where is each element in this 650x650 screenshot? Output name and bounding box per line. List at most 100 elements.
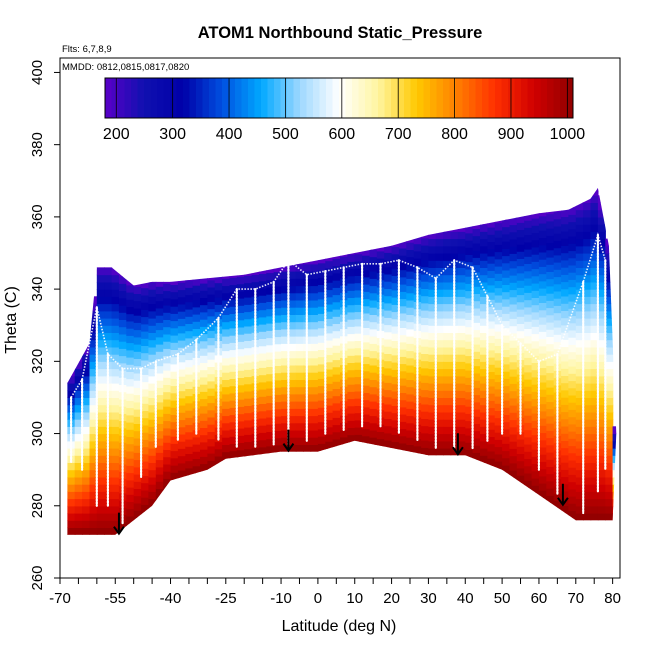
- axes: -70 -55 -40 -25 -10 0 10 20 30 40 50 60 70 8026028030…: [29, 57, 621, 607]
- pressure-cell: [384, 447, 393, 456]
- pressure-cell: [111, 339, 120, 348]
- pressure-cell: [516, 460, 525, 469]
- pressure-cell: [104, 318, 113, 326]
- pressure-cell: [384, 338, 393, 347]
- pressure-cell: [597, 513, 606, 521]
- pressure-cell: [90, 535, 98, 543]
- pressure-cell: [170, 270, 179, 278]
- pressure-cell: [111, 361, 120, 370]
- pressure-cell: [369, 307, 378, 315]
- pressure-cell: [141, 396, 150, 404]
- pressure-cell: [509, 311, 518, 319]
- pressure-cell: [568, 488, 577, 497]
- pressure-cell: [480, 462, 488, 471]
- pressure-cell: [597, 310, 606, 319]
- pressure-cell: [155, 380, 164, 388]
- pressure-cell: [597, 253, 606, 261]
- pressure-cell: [538, 309, 547, 318]
- pressure-cell: [472, 358, 481, 367]
- pressure-cell: [207, 416, 216, 425]
- pressure-cell: [406, 256, 415, 265]
- pressure-cell: [273, 423, 282, 431]
- pressure-cell: [310, 393, 319, 402]
- pressure-cell: [310, 401, 319, 409]
- pressure-cell: [317, 349, 326, 358]
- pressure-cell: [398, 276, 407, 285]
- pressure-cell: [384, 310, 393, 318]
- pressure-cell: [546, 285, 555, 294]
- pressure-cell: [465, 456, 474, 465]
- pressure-cell: [443, 245, 452, 254]
- pressure-cell: [354, 354, 363, 363]
- pressure-cell: [391, 239, 400, 248]
- pressure-cell: [516, 467, 525, 476]
- pressure-cell: [170, 421, 179, 430]
- pressure-cell: [141, 417, 150, 426]
- pressure-cell: [457, 346, 466, 355]
- pressure-cell: [155, 437, 164, 446]
- pressure-cell: [612, 426, 617, 435]
- pressure-cell: [384, 425, 393, 434]
- pressure-cell: [369, 242, 378, 250]
- pressure-cell: [538, 454, 547, 462]
- pressure-cell: [148, 274, 157, 283]
- pressure-cell: [487, 292, 496, 300]
- pressure-cell: [288, 408, 297, 417]
- colorbar-segment: [560, 78, 567, 118]
- pressure-cell: [148, 390, 157, 398]
- pressure-cell: [89, 310, 98, 319]
- pressure-cell: [177, 267, 186, 276]
- pressure-cell: [258, 331, 267, 339]
- pressure-cell: [428, 310, 437, 319]
- pressure-cell: [605, 491, 614, 500]
- pressure-cell: [524, 227, 533, 236]
- pressure-cell: [597, 267, 606, 276]
- pressure-cell: [82, 404, 91, 413]
- pressure-cell: [568, 380, 577, 389]
- pressure-cell: [384, 382, 393, 391]
- colorbar-segment: [391, 78, 398, 118]
- pressure-cell: [207, 453, 216, 461]
- pressure-cell: [96, 354, 105, 362]
- pressure-cell: [553, 240, 562, 249]
- pressure-cell: [605, 469, 614, 478]
- pressure-cell: [590, 260, 599, 268]
- pressure-cell: [310, 307, 319, 315]
- pressure-cell: [538, 396, 547, 405]
- pressure-cell: [465, 406, 474, 414]
- pressure-cell: [398, 341, 407, 350]
- pressure-cell: [288, 307, 297, 315]
- pressure-cell: [177, 275, 186, 283]
- pressure-cell: [185, 287, 194, 296]
- y-tick-label: 400: [29, 60, 46, 85]
- pressure-cell: [457, 260, 466, 268]
- pressure-cell: [428, 231, 437, 240]
- pressure-cell: [170, 472, 179, 480]
- pressure-cell: [575, 238, 584, 247]
- pressure-cell: [214, 289, 223, 298]
- pressure-cell: [406, 263, 415, 272]
- pressure-cell: [281, 422, 290, 431]
- pressure-cell: [398, 406, 407, 415]
- pressure-cell: [104, 332, 113, 341]
- pressure-cell: [435, 426, 444, 435]
- pressure-cell: [258, 360, 267, 368]
- pressure-cell: [266, 409, 275, 418]
- pressure-cell: [229, 450, 238, 459]
- pressure-cell: [494, 287, 503, 296]
- pressure-cell: [435, 318, 444, 326]
- pressure-cell: [538, 237, 547, 246]
- pressure-cell: [347, 326, 356, 335]
- pressure-cell: [96, 361, 105, 370]
- pressure-cell: [295, 328, 304, 337]
- pressure-cell: [222, 379, 231, 388]
- pressure-cell: [583, 498, 592, 507]
- pressure-cell: [266, 294, 275, 302]
- pressure-cell: [472, 271, 481, 280]
- pressure-cell: [398, 370, 407, 379]
- pressure-cell: [421, 295, 430, 304]
- pressure-cell: [435, 245, 444, 254]
- pressure-cell: [74, 426, 83, 435]
- pressure-cell: [509, 419, 518, 428]
- pressure-cell: [222, 372, 231, 380]
